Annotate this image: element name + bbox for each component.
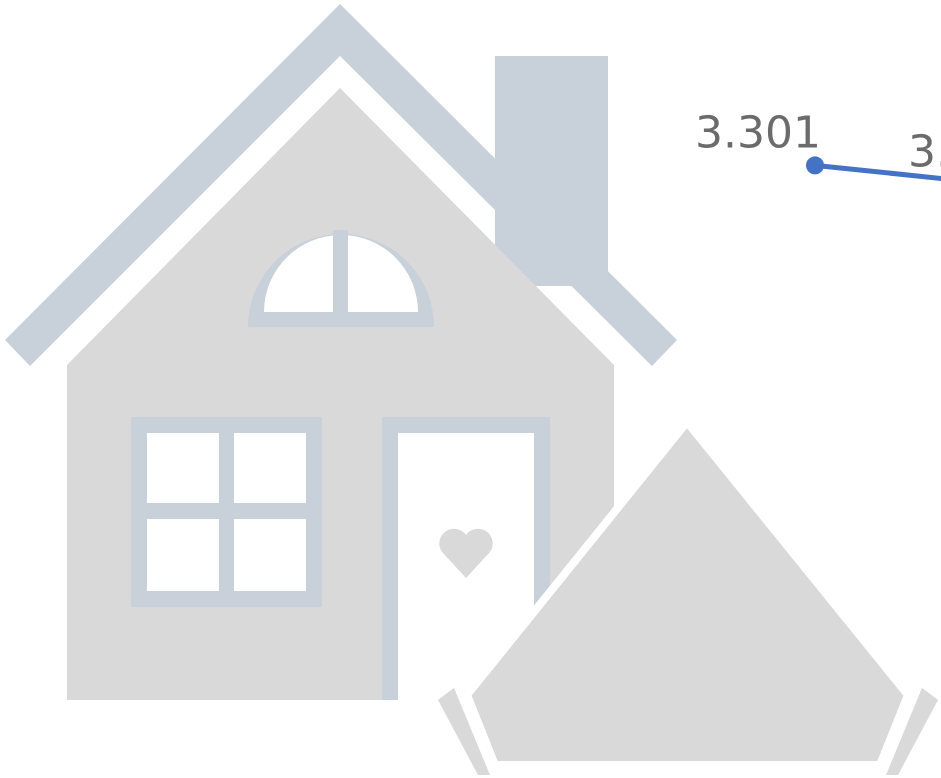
window-pane — [147, 433, 219, 503]
house — [5, 4, 677, 700]
left-sliver — [438, 688, 490, 775]
foreground-shape — [438, 418, 938, 775]
pentagon — [463, 418, 912, 769]
window-pane — [234, 433, 306, 503]
door-heart — [439, 528, 493, 578]
window-pane — [234, 519, 306, 591]
data-label: 3.27 — [908, 127, 941, 178]
series-point — [806, 156, 824, 175]
window-pane — [147, 519, 219, 591]
arch-window-bar — [333, 230, 348, 320]
right-sliver — [886, 688, 938, 775]
data-label: 3.301 — [695, 107, 821, 158]
series-line — [814, 162, 941, 181]
